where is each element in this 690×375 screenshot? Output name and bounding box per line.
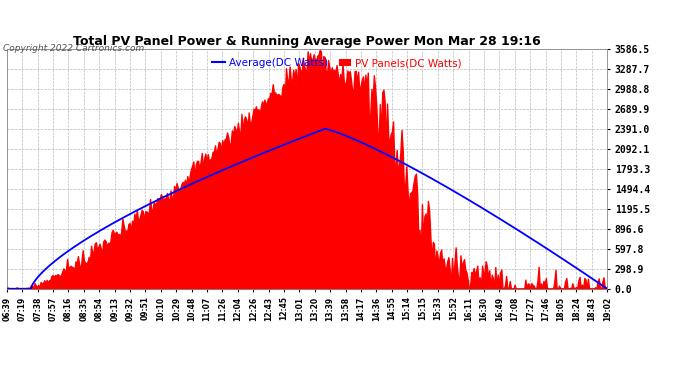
Title: Total PV Panel Power & Running Average Power Mon Mar 28 19:16: Total PV Panel Power & Running Average P… [73,34,541,48]
Text: Copyright 2022 Cartronics.com: Copyright 2022 Cartronics.com [3,44,145,52]
Legend: Average(DC Watts), PV Panels(DC Watts): Average(DC Watts), PV Panels(DC Watts) [208,54,466,72]
